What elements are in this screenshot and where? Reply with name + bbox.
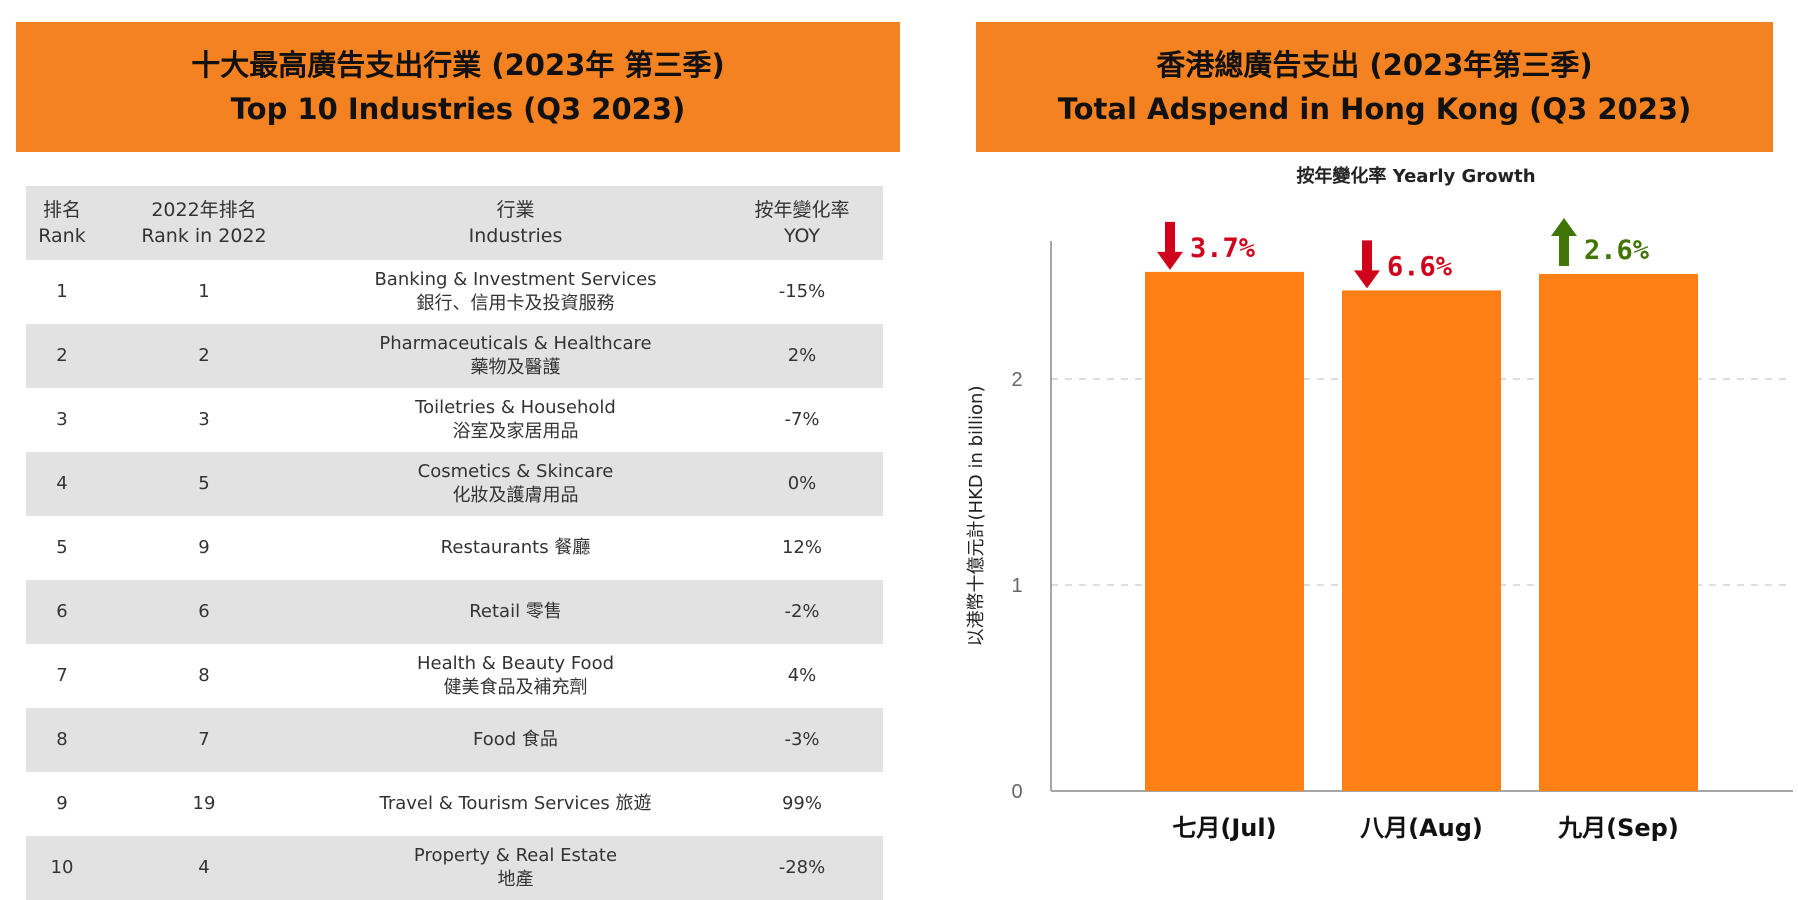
table-row: 4 5 Cosmetics & Skincare 化妝及護膚用品 0% [26,452,883,516]
industry-cell: Travel & Tourism Services 旅遊 [310,772,721,836]
y-axis-label: 以港幣十億元計(HKD in billion) [966,386,987,647]
yoy-cell: 99% [781,793,822,814]
header-zh: 按年變化率 [754,199,850,221]
x-tick-label: 九月(Sep) [1557,814,1679,842]
industry-en: Health & Beauty Food [416,653,615,674]
industry-en: Retail 零售 [469,601,562,622]
header-zh: 2022年排名 [151,199,257,221]
industry-en: Food 食品 [473,729,558,750]
x-tick-label: 七月(Jul) [1172,814,1276,842]
industry-zh: 浴室及家居用品 [452,421,579,442]
rank-cell: 6 [26,580,98,644]
industry-en: Travel & Tourism Services 旅遊 [379,793,652,814]
yoy-cell: -15% [778,281,826,302]
y-tick-label: 1 [1011,575,1022,597]
industry-cell: Pharmaceuticals & Healthcare 藥物及醫護 [310,324,721,388]
yoy-cell: -3% [721,708,883,772]
header-en: Industries [468,225,563,247]
rank-2022-cell: 8 [198,665,210,686]
rank-cell: 5 [56,537,68,558]
industry-en: Toiletries & Household [415,397,616,418]
industry-cell: Cosmetics & Skincare 化妝及護膚用品 [310,452,721,516]
arrow-up-icon [1551,217,1577,266]
y-tick-label: 0 [1011,781,1022,803]
table-row: 9 19 Travel & Tourism Services 旅遊 99% [26,772,883,836]
rank-2022-cell: 19 [192,793,216,814]
industry-zh: 地產 [497,869,534,890]
table-row: 7 8 Health & Beauty Food 健美食品及補充劑 4% [26,644,883,708]
table-row: 1 1 Banking & Investment Services 銀行、信用卡及… [26,260,883,324]
yoy-cell: 2% [721,324,883,388]
rank-cell: 3 [56,409,68,430]
yoy-cell: -7% [784,409,820,430]
industry-en: Property & Real Estate [413,845,618,866]
table-row: 8 7 Food 食品 -3% [26,708,883,772]
column-header: 排名 Rank [26,186,98,260]
bar [1539,273,1698,791]
industry-en: Cosmetics & Skincare [417,461,614,482]
industry-cell: Health & Beauty Food 健美食品及補充劑 [310,644,721,708]
rank-cell: 7 [56,665,68,686]
header-en: YOY [783,225,821,247]
industry-cell: Restaurants 餐廳 [310,516,721,580]
yoy-cell: 0% [721,452,883,516]
industry-en: Pharmaceuticals & Healthcare [379,333,652,354]
industry-cell: Retail 零售 [310,580,721,644]
rank-cell: 2 [26,324,98,388]
rank-2022-cell: 7 [98,708,310,772]
left-title-en: Top 10 Industries (Q3 2023) [230,92,686,126]
growth-label: 6.6% [1387,251,1453,282]
table-row: 6 6 Retail 零售 -2% [26,580,883,644]
rank-cell: 8 [26,708,98,772]
industry-en: Banking & Investment Services [374,269,657,290]
rank-2022-cell: 1 [198,281,210,302]
industry-en: Restaurants 餐廳 [440,537,591,558]
header-zh: 排名 [42,199,81,221]
bar [1342,290,1501,791]
industry-zh: 健美食品及補充劑 [443,677,588,698]
rank-2022-cell: 6 [98,580,310,644]
growth-label: 3.7% [1190,233,1256,264]
rank-2022-cell: 3 [198,409,210,430]
header-en: Rank [38,225,86,247]
rank-2022-cell: 9 [198,537,210,558]
rank-cell: 9 [56,793,68,814]
column-header: 2022年排名 Rank in 2022 [98,186,310,260]
yoy-cell: 4% [787,665,817,686]
arrow-down-icon [1354,240,1380,289]
left-title-banner: 十大最高廣告支出行業 (2023年 第三季) Top 10 Industries… [16,22,900,152]
chart-title-en: Total Adspend in Hong Kong (Q3 2023) [1057,92,1692,126]
table-row: 2 2 Pharmaceuticals & Healthcare 藥物及醫護 2% [26,324,883,388]
y-tick-label: 2 [1011,369,1022,391]
table-row: 5 9 Restaurants 餐廳 12% [26,516,883,580]
rank-cell: 4 [26,452,98,516]
header-zh: 行業 [496,199,535,221]
adspend-bar-chart: 0 1 2 以港幣十億元計(HKD in billion) 七月(Jul) 3.7% 八月(… [966,217,1793,842]
column-header: 行業 Industries [310,186,721,260]
chart-title-banner: 香港總廣告支出 (2023年第三季) Total Adspend in Hong… [976,22,1773,152]
industry-zh: 銀行、信用卡及投資服務 [416,293,615,314]
table-row: 3 3 Toiletries & Household 浴室及家居用品 -7% [26,388,883,452]
yoy-cell: -2% [721,580,883,644]
chart-subtitle: 按年變化率 Yearly Growth [1296,166,1536,187]
industry-zh: 化妝及護膚用品 [452,485,579,506]
arrow-down-icon [1157,221,1183,270]
industry-cell: Banking & Investment Services 銀行、信用卡及投資服務 [310,260,721,324]
yoy-cell: 12% [781,537,822,558]
header-en: Rank in 2022 [141,225,267,247]
chart-title-zh: 香港總廣告支出 (2023年第三季) [1156,48,1593,82]
industry-cell: Toiletries & Household 浴室及家居用品 [310,388,721,452]
bar [1145,271,1304,791]
industry-zh: 藥物及醫護 [470,357,561,378]
growth-label: 2.6% [1584,235,1650,266]
industry-cell: Food 食品 [310,708,721,772]
rank-cell: 1 [56,281,68,302]
rank-2022-cell: 5 [98,452,310,516]
left-title-zh: 十大最高廣告支出行業 (2023年 第三季) [191,48,725,82]
x-tick-label: 八月(Aug) [1360,814,1483,842]
rank-2022-cell: 2 [98,324,310,388]
column-header: 按年變化率 YOY [721,186,883,260]
